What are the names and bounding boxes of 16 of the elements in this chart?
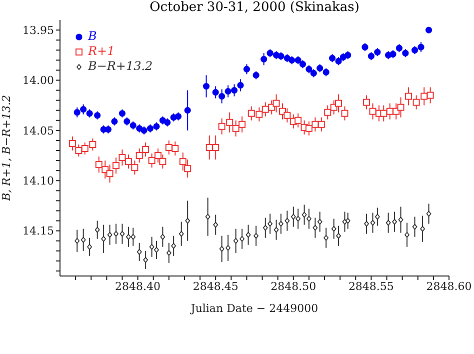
x-tick-label: 2848.60 (426, 280, 472, 293)
x-axis-title: Julian Date − 2449000 (190, 302, 318, 315)
legend-label: B (88, 29, 97, 44)
x-tick-label: 2848.50 (270, 280, 316, 293)
y-tick-label: 14.00 (22, 74, 54, 88)
legend-label: B−R+13.2 (88, 59, 153, 74)
y-axis-title: B, R+1, B−R+13.2 (0, 95, 13, 202)
y-tick-label: 14.10 (22, 174, 54, 188)
y-tick-label: 14.05 (22, 124, 54, 138)
x-tick-label: 2848.45 (192, 280, 238, 293)
x-tick-label: 2848.55 (348, 280, 394, 293)
y-tick-label: 13.95 (22, 24, 54, 37)
y-tick-label: 14.15 (22, 224, 54, 238)
chart-title: October 30-31, 2000 (Skinakas) (148, 0, 360, 15)
legend-label: R+1 (88, 44, 115, 59)
x-tick-label: 2848.40 (115, 280, 161, 293)
